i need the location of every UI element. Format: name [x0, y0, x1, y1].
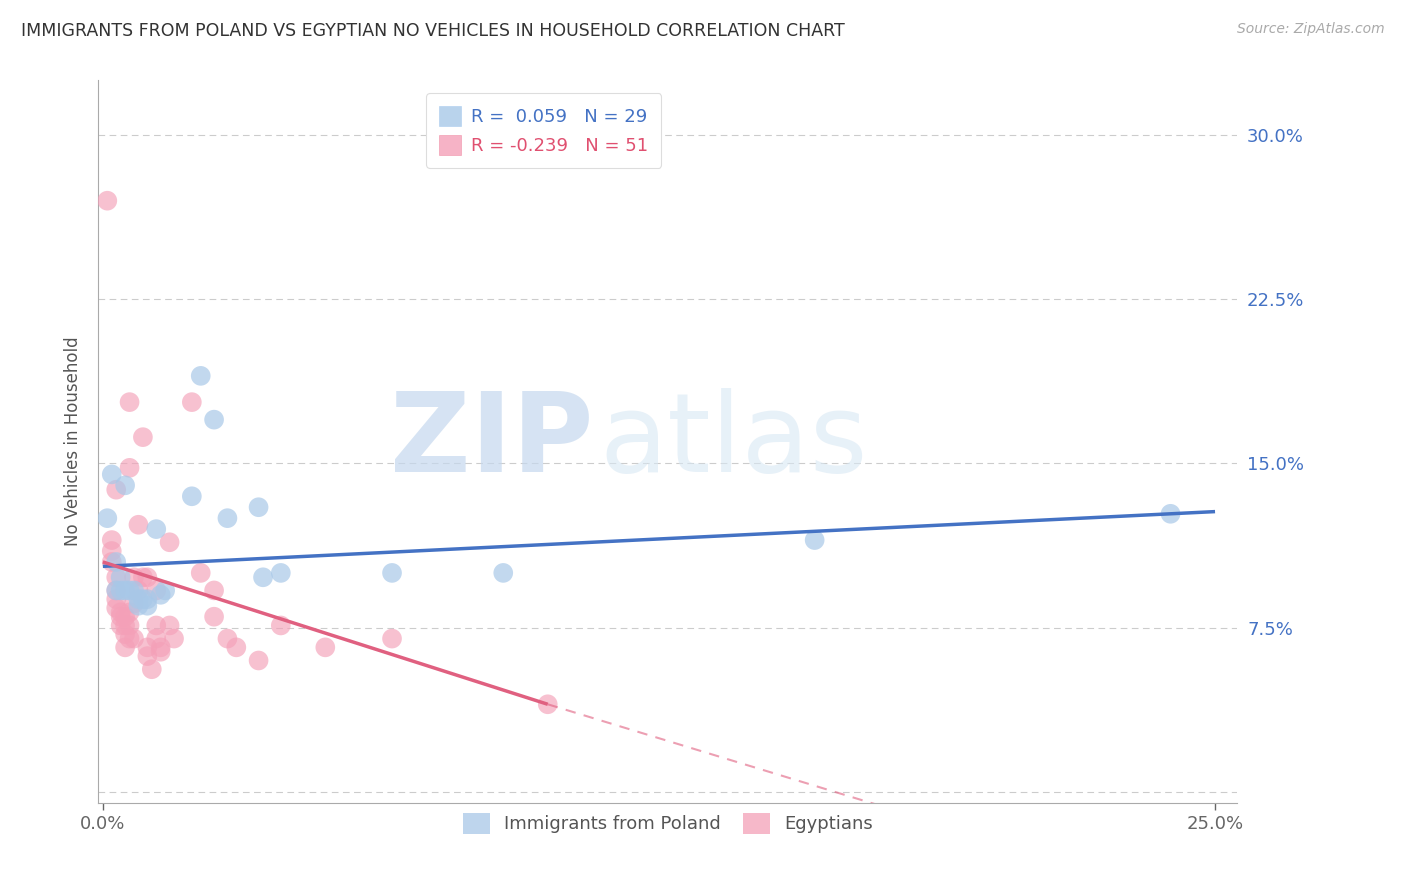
Point	[381, 566, 404, 580]
Point	[145, 583, 167, 598]
Point	[118, 632, 141, 646]
Point	[270, 566, 292, 580]
Point	[180, 489, 202, 503]
Point	[110, 605, 132, 619]
Point	[145, 618, 167, 632]
Legend: Immigrants from Poland, Egyptians: Immigrants from Poland, Egyptians	[451, 802, 884, 845]
Point	[132, 570, 155, 584]
Point	[159, 618, 181, 632]
Text: ZIP: ZIP	[391, 388, 593, 495]
Point	[110, 570, 132, 584]
Point	[114, 627, 136, 641]
Point	[190, 566, 212, 580]
Point	[136, 640, 159, 655]
Point	[122, 570, 145, 584]
Point	[492, 566, 515, 580]
Text: atlas: atlas	[599, 388, 868, 495]
Point	[803, 533, 825, 547]
Point	[122, 597, 145, 611]
Point	[118, 460, 141, 475]
Point	[217, 511, 239, 525]
Point	[252, 570, 274, 584]
Point	[217, 632, 239, 646]
Point	[114, 640, 136, 655]
Point	[145, 522, 167, 536]
Point	[163, 632, 186, 646]
Point	[381, 632, 404, 646]
Point	[149, 588, 172, 602]
Point	[110, 583, 132, 598]
Point	[159, 535, 181, 549]
Point	[141, 662, 163, 676]
Point	[127, 592, 149, 607]
Point	[110, 609, 132, 624]
Point	[100, 544, 122, 558]
Point	[136, 649, 159, 664]
Point	[118, 395, 141, 409]
Point	[127, 517, 149, 532]
Point	[105, 583, 128, 598]
Point	[100, 467, 122, 482]
Point	[122, 632, 145, 646]
Point	[314, 640, 336, 655]
Point	[105, 601, 128, 615]
Point	[180, 395, 202, 409]
Point	[105, 583, 128, 598]
Point	[1160, 507, 1182, 521]
Point	[110, 618, 132, 632]
Point	[118, 605, 141, 619]
Point	[105, 570, 128, 584]
Point	[114, 478, 136, 492]
Point	[136, 599, 159, 613]
Point	[114, 609, 136, 624]
Point	[149, 640, 172, 655]
Point	[96, 194, 118, 208]
Point	[190, 368, 212, 383]
Point	[145, 632, 167, 646]
Point	[127, 583, 149, 598]
Point	[118, 583, 141, 598]
Point	[202, 583, 225, 598]
Point	[136, 570, 159, 584]
Point	[122, 583, 145, 598]
Point	[118, 618, 141, 632]
Point	[114, 583, 136, 598]
Point	[132, 592, 155, 607]
Point	[132, 430, 155, 444]
Y-axis label: No Vehicles in Household: No Vehicles in Household	[63, 336, 82, 547]
Point	[100, 555, 122, 569]
Point	[153, 583, 176, 598]
Text: IMMIGRANTS FROM POLAND VS EGYPTIAN NO VEHICLES IN HOUSEHOLD CORRELATION CHART: IMMIGRANTS FROM POLAND VS EGYPTIAN NO VE…	[21, 22, 845, 40]
Point	[202, 609, 225, 624]
Point	[96, 511, 118, 525]
Point	[105, 592, 128, 607]
Point	[136, 592, 159, 607]
Point	[105, 483, 128, 497]
Point	[202, 412, 225, 426]
Point	[100, 533, 122, 547]
Point	[247, 653, 270, 667]
Point	[537, 698, 560, 712]
Point	[105, 555, 128, 569]
Point	[225, 640, 247, 655]
Text: Source: ZipAtlas.com: Source: ZipAtlas.com	[1237, 22, 1385, 37]
Point	[270, 618, 292, 632]
Point	[127, 599, 149, 613]
Point	[149, 645, 172, 659]
Point	[114, 618, 136, 632]
Point	[247, 500, 270, 515]
